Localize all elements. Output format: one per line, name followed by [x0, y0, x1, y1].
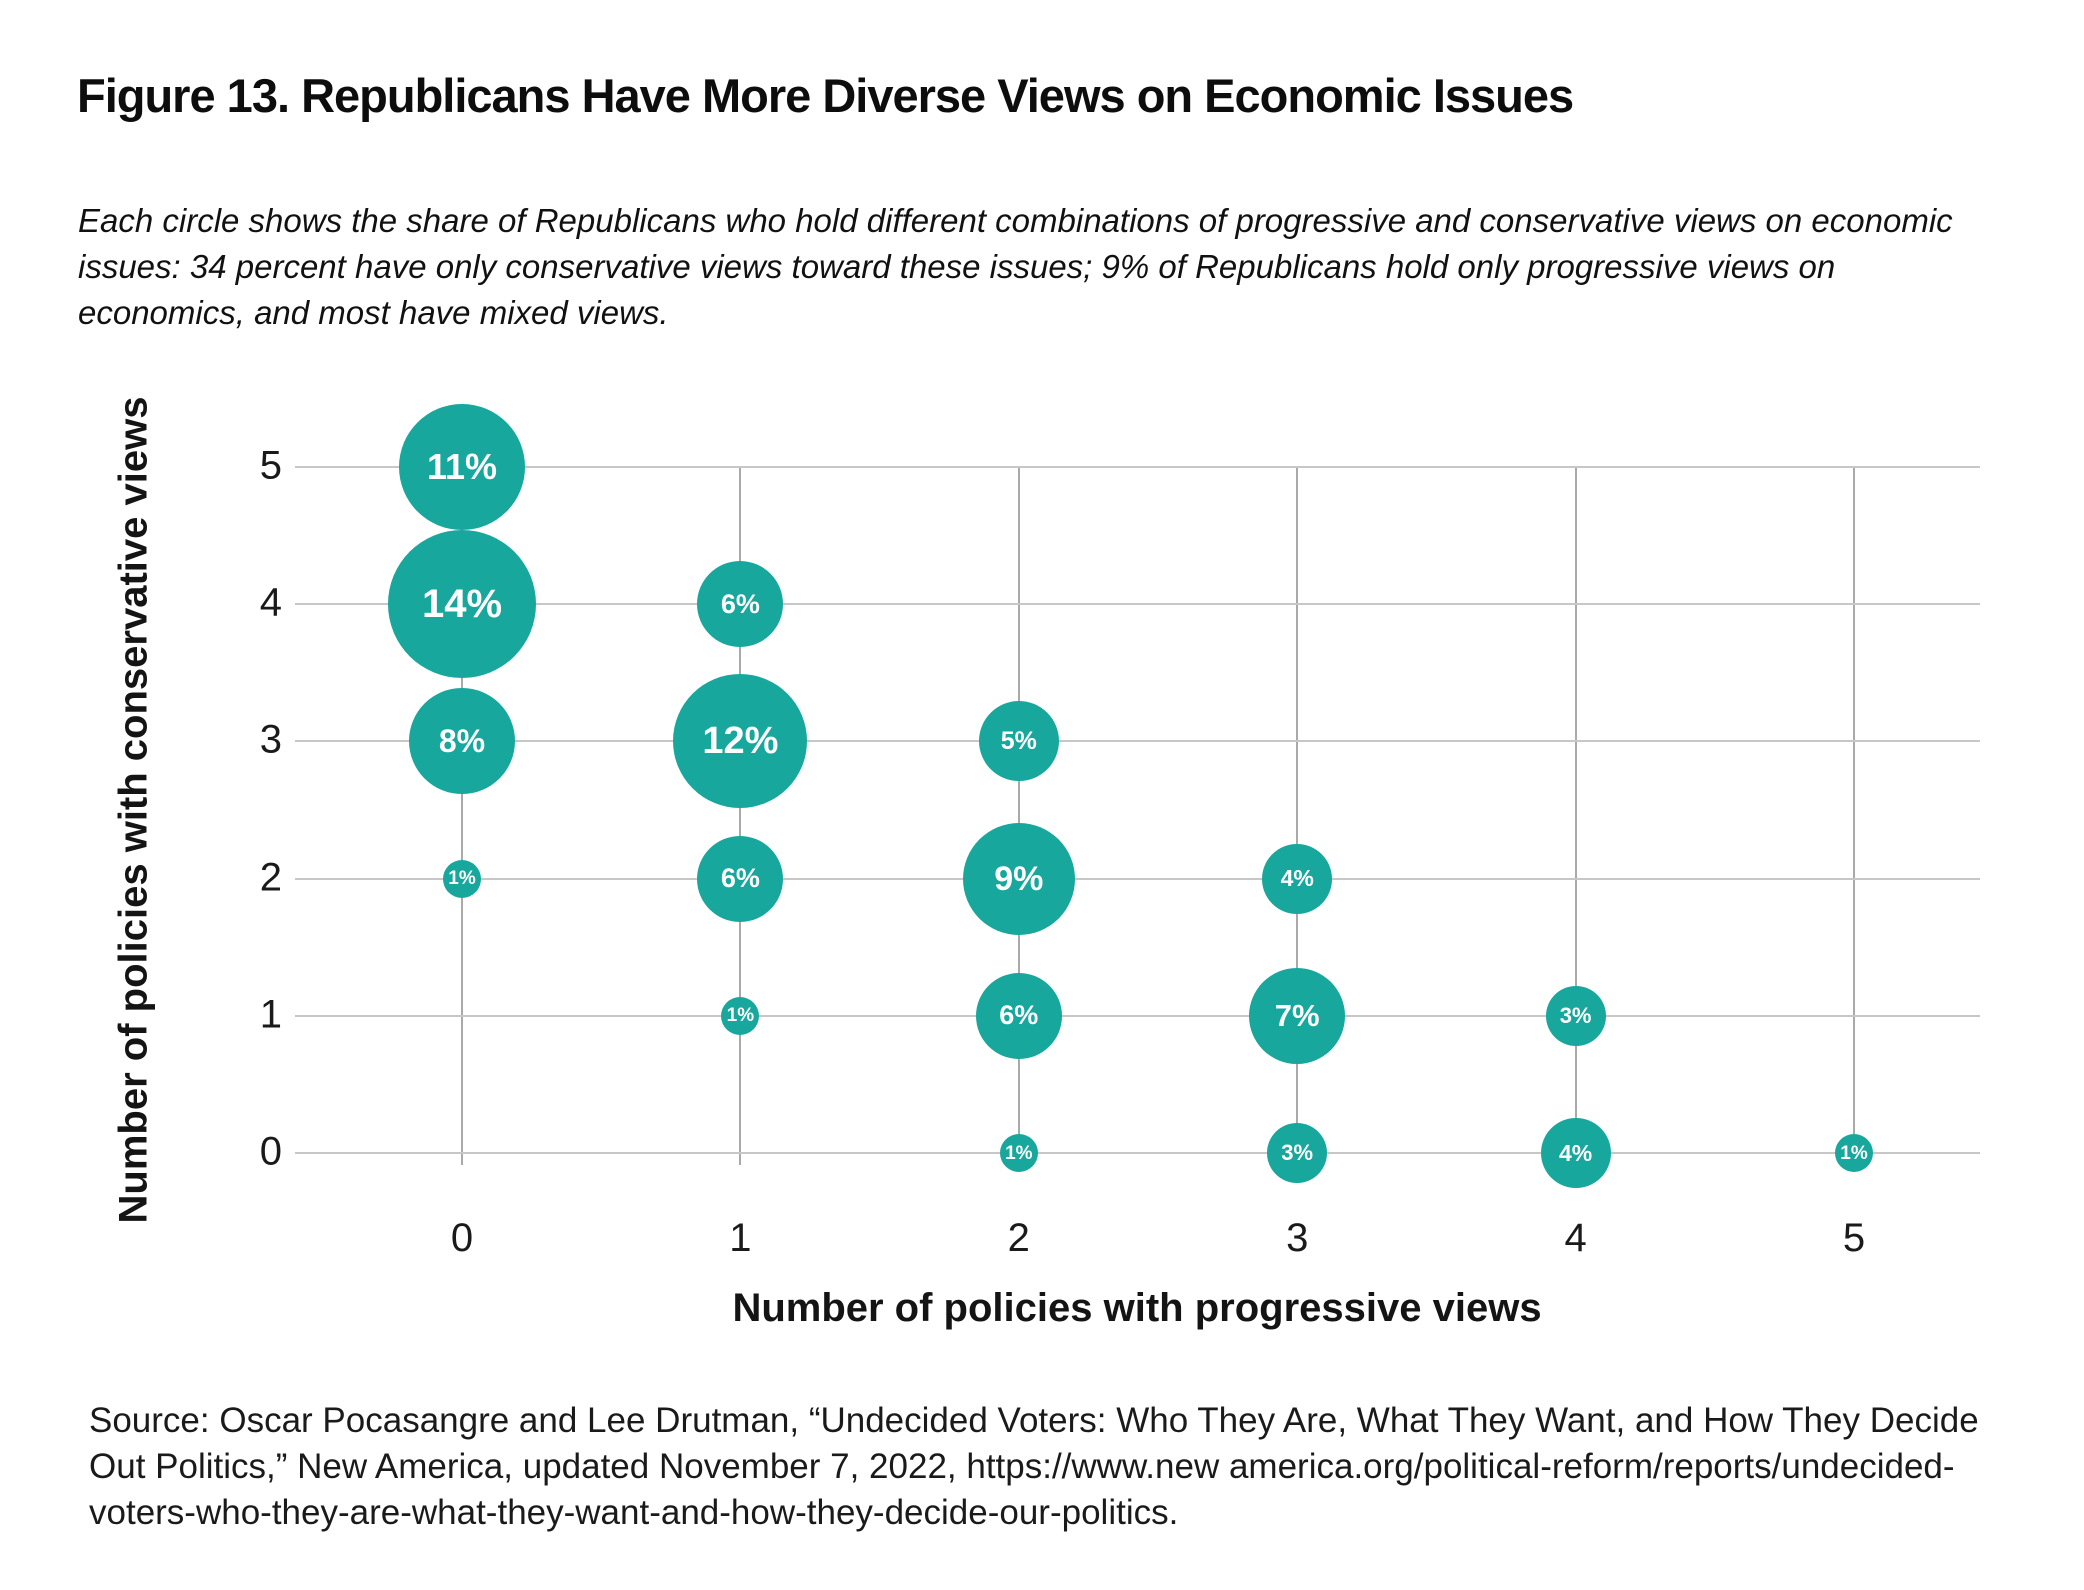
- gridline-horizontal: [295, 603, 1980, 606]
- gridline-vertical: [1017, 467, 1020, 1165]
- gridline-horizontal: [295, 1014, 1980, 1017]
- bubble-x3-y1: 7%: [1249, 967, 1346, 1064]
- x-tick-label: 3: [1286, 1216, 1309, 1260]
- y-tick-label: 0: [259, 1129, 282, 1174]
- y-axis-title: Number of policies with conservative vie…: [111, 396, 156, 1224]
- y-tick-label: 4: [259, 580, 282, 625]
- figure-subtitle: Each circle shows the share of Republica…: [78, 198, 1953, 336]
- gridline-vertical: [1574, 467, 1577, 1165]
- gridline-vertical: [461, 467, 463, 1165]
- x-axis-title: Number of policies with progressive view…: [732, 1286, 1542, 1330]
- bubble-x2-y0: 1%: [999, 1134, 1038, 1172]
- gridline-vertical: [739, 467, 742, 1165]
- source-line: Out Politics,” New America, updated Nove…: [89, 1447, 1955, 1486]
- source-citation: Source: Oscar Pocasangre and Lee Drutman…: [89, 1398, 1979, 1536]
- bubble-x4-y1: 3%: [1545, 985, 1606, 1046]
- bubble-x2-y2: 9%: [962, 822, 1075, 935]
- gridline-horizontal: [295, 877, 1980, 880]
- gridline-horizontal: [295, 740, 1980, 743]
- x-tick-label: 1: [729, 1216, 752, 1260]
- gridline-vertical: [1853, 467, 1855, 1165]
- bubble-x1-y1: 1%: [721, 996, 760, 1035]
- x-tick-label: 2: [1007, 1216, 1030, 1260]
- bubble-x5-y0: 1%: [1835, 1134, 1873, 1172]
- gridline-horizontal: [295, 1152, 1980, 1154]
- bubble-x2-y3: 5%: [978, 701, 1059, 782]
- y-tick-label: 3: [259, 717, 282, 762]
- bubble-x0-y2: 1%: [443, 859, 481, 898]
- x-tick-label: 4: [1564, 1216, 1587, 1260]
- y-tick-label: 2: [259, 855, 282, 900]
- subtitle-line: Each circle shows the share of Republica…: [78, 202, 1953, 239]
- source-line: Source: Oscar Pocasangre and Lee Drutman…: [89, 1401, 1979, 1440]
- y-tick-label: 1: [259, 992, 282, 1037]
- subtitle-line: issues: 34 percent have only conservativ…: [78, 248, 1836, 285]
- x-tick-label: 5: [1842, 1216, 1866, 1260]
- bubble-x2-y1: 6%: [975, 972, 1062, 1059]
- bubble-x1-y4: 6%: [697, 561, 784, 648]
- gridline-vertical: [1296, 467, 1299, 1165]
- bubble-chart: Number of policies with conservative vie…: [111, 396, 1980, 1330]
- bubble-x0-y5: 11%: [399, 404, 525, 530]
- bubble-x0-y3: 8%: [409, 688, 515, 795]
- y-tick-label: 5: [259, 443, 282, 488]
- subtitle-line: economics, and most have mixed views.: [78, 294, 669, 331]
- bubble-x4-y0: 4%: [1540, 1118, 1611, 1188]
- bubble-x0-y4: 14%: [388, 530, 536, 679]
- gridline-horizontal: [295, 466, 1980, 468]
- bubble-x3-y0: 3%: [1267, 1123, 1328, 1183]
- bubble-x1-y3: 12%: [673, 674, 808, 809]
- x-tick-label: 0: [450, 1216, 474, 1260]
- source-line: voters-who-they-are-what-they-want-and-h…: [89, 1493, 1179, 1532]
- figure-title: Figure 13. Republicans Have More Diverse…: [77, 69, 1574, 122]
- bubble-x3-y2: 4%: [1262, 843, 1333, 914]
- bubble-x1-y2: 6%: [697, 835, 784, 922]
